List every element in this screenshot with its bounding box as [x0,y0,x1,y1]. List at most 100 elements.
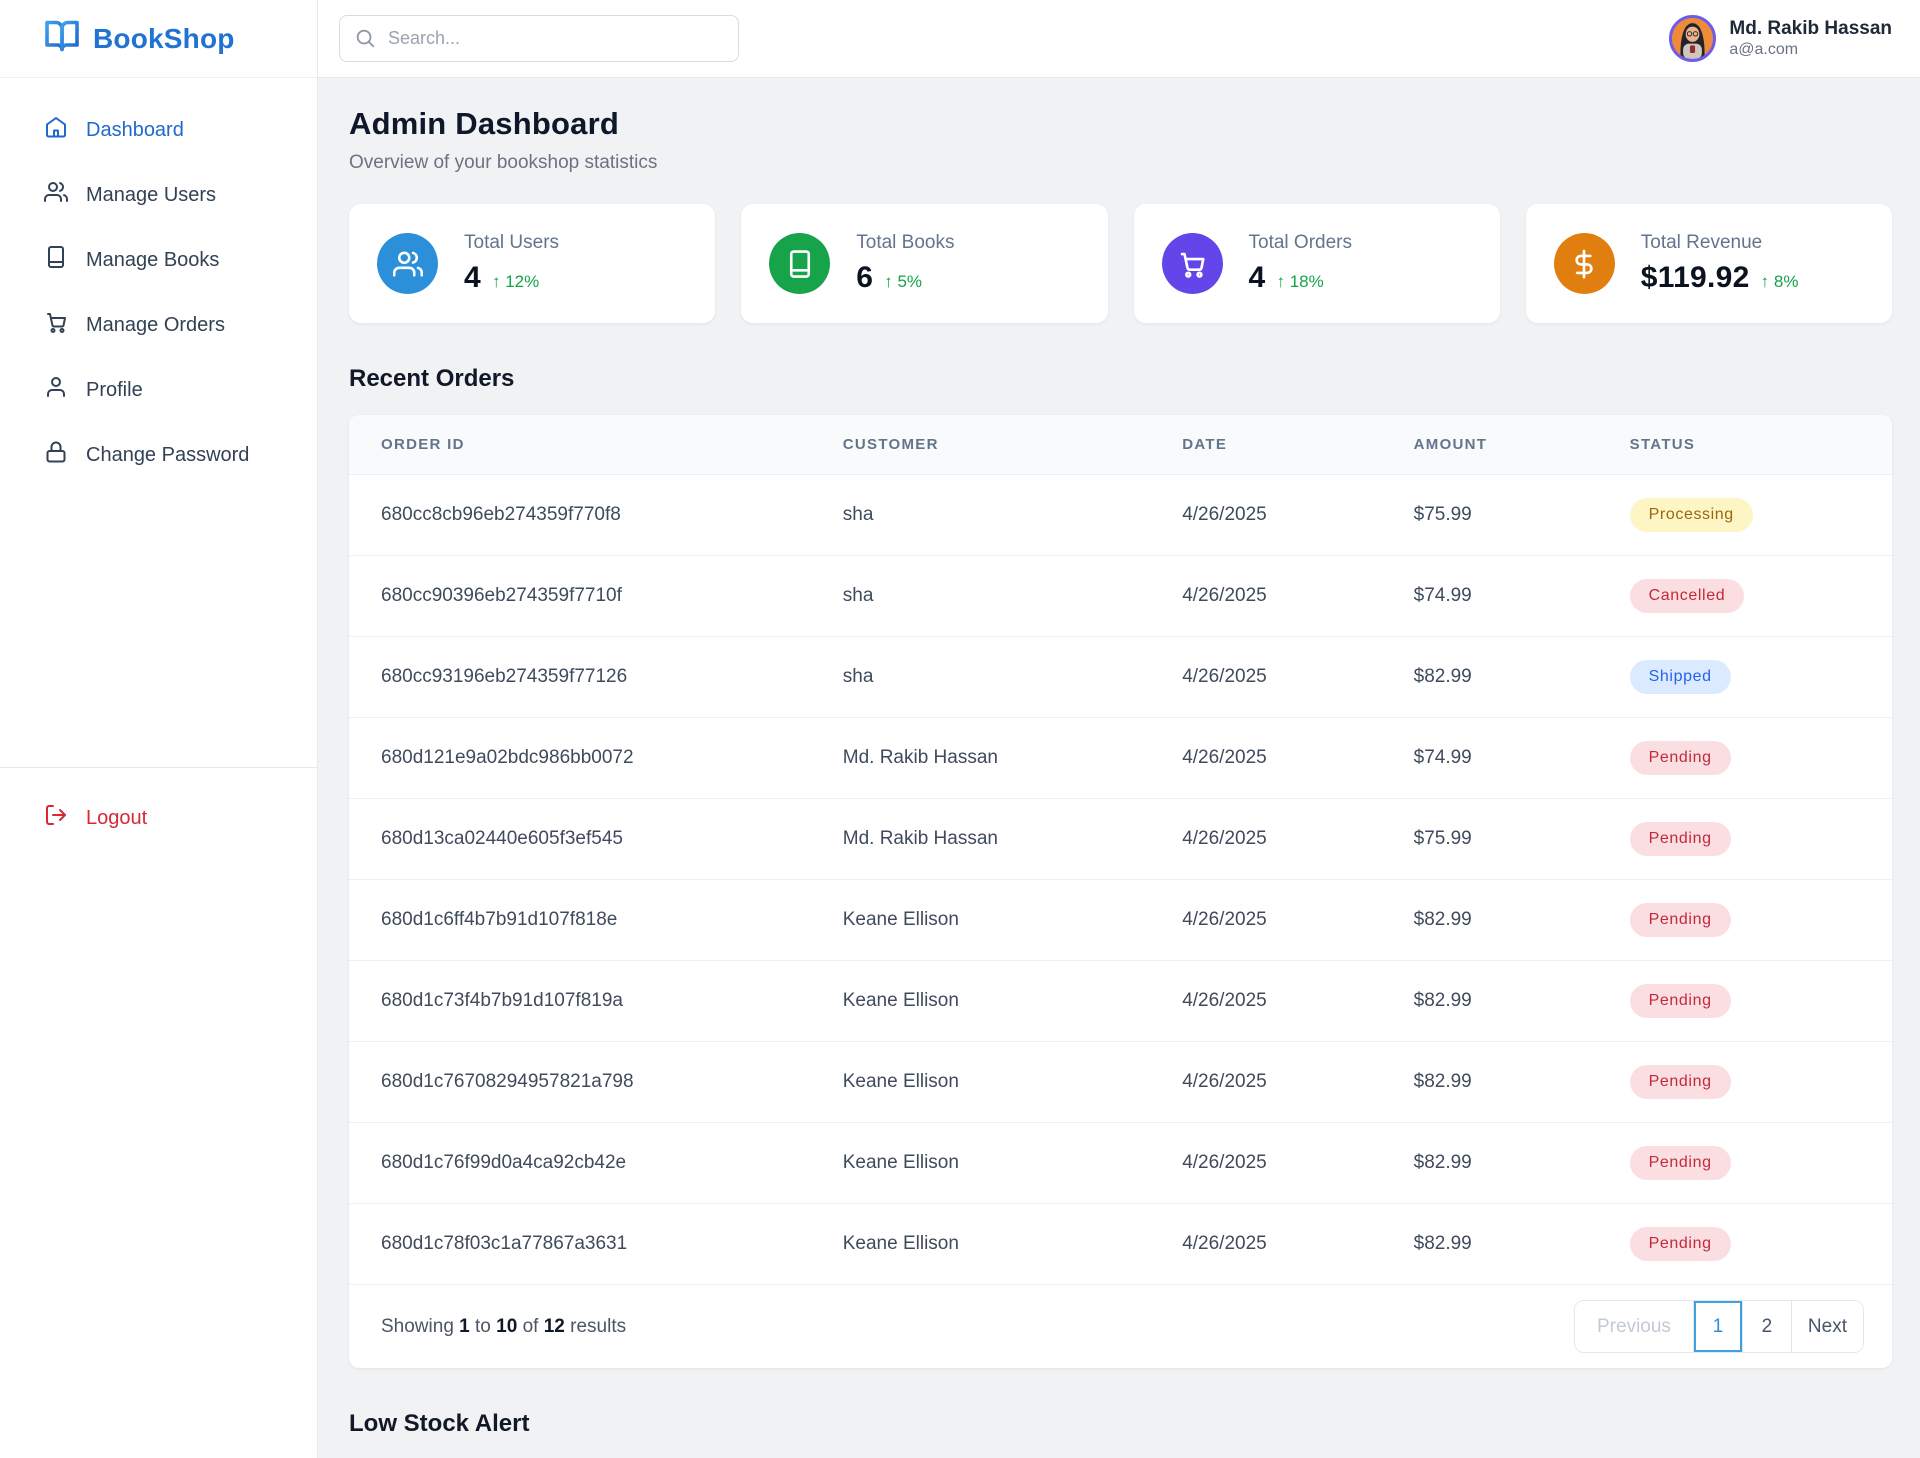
date-cell: 4/26/2025 [1182,717,1414,799]
amount-cell: $82.99 [1413,636,1630,718]
date-cell: 4/26/2025 [1182,636,1414,718]
search-input[interactable] [339,15,739,62]
user-menu[interactable]: Md. Rakib Hassan a@a.com [1669,15,1892,62]
book-icon [769,233,831,294]
dollar-icon [1553,233,1615,294]
customer-cell: sha [842,474,1183,556]
table-row: 680cc8cb96eb274359f770f8 sha 4/26/2025 $… [349,474,1892,556]
avatar[interactable] [1669,15,1717,62]
order-id-cell: 680d1c76708294957821a798 [349,1041,843,1123]
stat-card-total-orders: Total Orders 4 ↑ 18% [1133,204,1500,323]
status-badge: Processing [1629,498,1753,532]
amount-cell: $82.99 [1413,879,1630,961]
user-email: a@a.com [1729,41,1799,59]
date-cell: 4/26/2025 [1182,960,1414,1042]
next-page-button[interactable]: Next [1790,1301,1863,1352]
col-header-amount: AMOUNT [1413,415,1630,475]
customer-cell: Keane Ellison [842,1041,1183,1123]
stat-card-total-users: Total Users 4 ↑ 12% [349,204,716,323]
amount-cell: $75.99 [1413,798,1630,880]
summary-word: Showing [381,1315,454,1337]
status-badge: Pending [1629,1065,1731,1099]
sidebar-item-manage-users[interactable]: Manage Users [0,171,317,219]
sidebar-item-label: Change Password [86,443,250,466]
order-id-cell: 680d1c78f03c1a77867a3631 [349,1203,843,1284]
stat-value: 6 [856,261,874,294]
stat-delta: ↑ 5% [884,272,923,291]
table-row: 680cc93196eb274359f77126 sha 4/26/2025 $… [349,636,1892,718]
sidebar-item-label: Manage Users [86,183,217,206]
search-box [339,15,739,62]
sidebar-item-dashboard[interactable]: Dashboard [0,106,317,154]
sidebar-divider [0,767,317,768]
results-summary: Showing 1 to 10 of 12 results [381,1316,626,1338]
stat-value: 4 [464,261,481,294]
amount-cell: $75.99 [1413,474,1630,556]
stat-label: Total Revenue [1640,232,1763,253]
main-content: Admin Dashboard Overview of your booksho… [318,78,1920,1458]
order-id-cell: 680cc8cb96eb274359f770f8 [349,474,843,556]
stat-label: Total Orders [1248,232,1352,253]
col-header-date: DATE [1182,415,1414,475]
status-badge: Pending [1629,1227,1731,1261]
stat-label: Total Users [464,232,560,253]
summary-from: 1 [459,1315,470,1337]
order-id-cell: 680d1c73f4b7b91d107f819a [349,960,843,1042]
date-cell: 4/26/2025 [1182,1041,1414,1123]
search-icon [354,27,376,54]
page-button-1[interactable]: 1 [1692,1301,1742,1352]
sidebar-item-manage-books[interactable]: Manage Books [0,236,317,284]
book-icon [44,245,68,275]
stat-value: 4 [1248,261,1266,294]
date-cell: 4/26/2025 [1182,1203,1414,1284]
order-id-cell: 680d1c6ff4b7b91d107f818e [349,879,843,961]
customer-cell: Keane Ellison [842,960,1183,1042]
table-row: 680d13ca02440e605f3ef545 Md. Rakib Hassa… [349,798,1892,880]
page-button-2[interactable]: 2 [1741,1301,1791,1352]
amount-cell: $82.99 [1413,1041,1630,1123]
amount-cell: $82.99 [1413,1122,1630,1204]
summary-total: 12 [543,1315,565,1337]
lock-icon [44,440,68,470]
sidebar-item-profile[interactable]: Profile [0,366,317,414]
date-cell: 4/26/2025 [1182,798,1414,880]
sidebar: BookShop Dashboard Manage Users Manage B… [0,0,318,1458]
stats-row: Total Users 4 ↑ 12% Total Books 6 ↑ 5% [349,204,1892,323]
page-subtitle: Overview of your bookshop statistics [349,152,658,173]
brand[interactable]: BookShop [0,0,317,78]
customer-cell: Keane Ellison [842,1203,1183,1284]
table-row: 680d1c76f99d0a4ca92cb42e Keane Ellison 4… [349,1122,1892,1204]
table-row: 680cc90396eb274359f7710f sha 4/26/2025 $… [349,555,1892,637]
summary-word: of [522,1315,539,1337]
table-row: 680d1c76708294957821a798 Keane Ellison 4… [349,1041,1892,1123]
customer-cell: sha [842,555,1183,637]
recent-orders-title: Recent Orders [349,365,515,392]
summary-word: results [570,1315,627,1337]
customer-cell: Md. Rakib Hassan [842,717,1183,799]
table-header-row: ORDER ID CUSTOMER DATE AMOUNT STATUS [349,415,1892,475]
col-header-status: STATUS [1629,415,1892,475]
sidebar-item-manage-orders[interactable]: Manage Orders [0,301,317,349]
previous-page-button[interactable]: Previous [1575,1301,1693,1352]
customer-cell: Keane Ellison [842,1122,1183,1204]
table-row: 680d121e9a02bdc986bb0072 Md. Rakib Hassa… [349,717,1892,799]
order-id-cell: 680d1c76f99d0a4ca92cb42e [349,1122,843,1204]
orders-table: ORDER ID CUSTOMER DATE AMOUNT STATUS 680… [349,415,1892,1284]
date-cell: 4/26/2025 [1182,1122,1414,1204]
status-badge: Pending [1629,1146,1731,1180]
customer-cell: Md. Rakib Hassan [842,798,1183,880]
amount-cell: $74.99 [1413,717,1630,799]
stat-delta: ↑ 8% [1760,272,1799,291]
summary-to: 10 [496,1315,518,1337]
sidebar-item-change-password[interactable]: Change Password [0,431,317,479]
status-badge: Pending [1629,822,1731,856]
status-badge: Cancelled [1629,579,1745,613]
sidebar-item-logout[interactable]: Logout [0,794,317,842]
order-id-cell: 680d13ca02440e605f3ef545 [349,798,843,880]
stat-card-total-revenue: Total Revenue $119.92 ↑ 8% [1525,204,1892,323]
user-info: Md. Rakib Hassan a@a.com [1729,18,1892,60]
table-row: 680d1c6ff4b7b91d107f818e Keane Ellison 4… [349,879,1892,961]
date-cell: 4/26/2025 [1182,879,1414,961]
order-id-cell: 680cc93196eb274359f77126 [349,636,843,718]
